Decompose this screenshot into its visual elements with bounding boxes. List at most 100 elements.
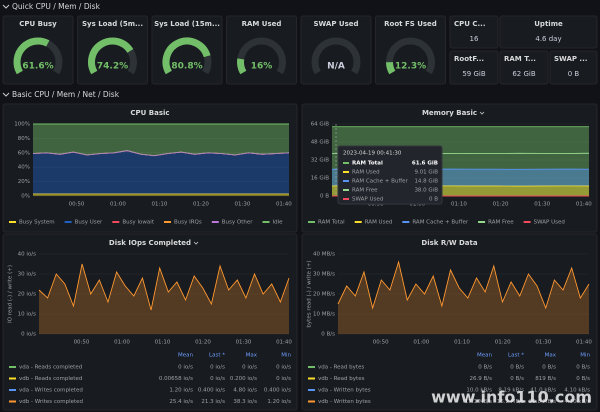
stat-title: CPU C... (454, 20, 486, 28)
gauge-value: 74.2% (97, 62, 128, 72)
tooltip-value: 9.01 GiB (414, 170, 438, 176)
title-chevron (193, 241, 199, 245)
legend-stat: 4.80 io/s (233, 388, 257, 394)
stat-value: 0 B (568, 70, 580, 78)
y-tick-label: 10 io/s (18, 312, 36, 318)
legend-column-header: Min (580, 353, 590, 359)
legend-label: Busy User (75, 220, 103, 226)
series-area (33, 150, 289, 194)
x-tick-label: 00:50 (69, 202, 85, 208)
gauge-title: Sys Load (5m... (82, 20, 143, 28)
x-tick-label: 01:00 (110, 202, 126, 208)
tooltip (337, 145, 443, 205)
tooltip-label: SWAP Used (352, 197, 383, 203)
tooltip-value: 0 B (429, 197, 438, 203)
legend-stat: 4.10 kB/s (564, 388, 590, 394)
y-tick-label: 0 io/s (21, 332, 36, 338)
x-tick-label: 01:00 (114, 340, 130, 346)
x-tick-label: 01:10 (152, 202, 168, 208)
x-tick-label: 01:30 (236, 340, 252, 346)
y-tick-label: 40 MB/s (313, 252, 335, 258)
y-axis-label: bytes read (-) / write (+) (307, 260, 313, 327)
y-tick-label: 16 GiB (311, 176, 330, 182)
legend-swatch (402, 221, 410, 223)
legend-swatch (9, 400, 16, 403)
row-chevron[interactable] (2, 4, 10, 9)
legend-label: Idle (273, 220, 284, 226)
gauge-arc (237, 58, 247, 75)
y-tick-label: 20% (18, 179, 30, 185)
y-tick-label: 0 B (320, 194, 329, 200)
x-tick-label: 01:10 (454, 340, 470, 346)
legend-stat: 0 io/s (276, 376, 291, 382)
legend-label: vdb - Read bytes (318, 376, 365, 382)
gauge-track (311, 37, 361, 75)
tooltip-label: RAM Cache + Buffer (352, 179, 408, 185)
gauge-value: N/A (327, 62, 345, 72)
legend-label: RAM Used (365, 220, 393, 226)
gauge-title: RAM Used (242, 20, 282, 28)
y-tick-label: 0 B/s (321, 332, 335, 338)
legend-column-header: Mean (178, 353, 193, 359)
row-header[interactable]: Quick CPU / Mem / Disk (12, 2, 101, 11)
legend-stat: 0.200 io/s (230, 376, 257, 382)
legend-stat: 0 B/s (478, 365, 492, 371)
panel-title: Disk R/W Data (421, 239, 477, 247)
stat-value: 16 (470, 35, 479, 43)
y-tick-label: 40% (18, 165, 30, 171)
legend-stat: 819 B/s (535, 376, 556, 382)
gauge-arc (162, 37, 211, 75)
tooltip-time: 2023-04-19 00:41:30 (343, 151, 402, 157)
legend-swatch (308, 389, 315, 391)
x-tick-label: 01:10 (155, 340, 171, 346)
tooltip-value: 14.8 GiB (414, 179, 438, 185)
legend-swatch (9, 389, 16, 391)
x-tick-label: 01:20 (495, 340, 511, 346)
panel (449, 50, 499, 85)
gauge-value: 12.3% (395, 62, 426, 72)
stat-value: 59 GiB (462, 70, 486, 78)
gauge-value: 80.8% (171, 62, 202, 72)
legend-stat: 8.19 kB/s (498, 388, 524, 394)
legend-stat: 0.400 io/s (264, 388, 291, 394)
legend-swatch (354, 221, 362, 223)
tooltip-swatch (343, 171, 349, 173)
legend-stat: 0 B/s (510, 376, 524, 382)
x-tick-label: 01:30 (234, 202, 250, 208)
y-tick-label: 100% (14, 122, 30, 128)
legend-column-header: Last * (209, 353, 225, 359)
row-header[interactable]: Basic CPU / Mem / Net / Disk (12, 90, 120, 99)
stat-value: 4.6 day (535, 35, 561, 43)
tooltip-swatch (343, 180, 349, 182)
panel-title: Disk IOps Completed (109, 239, 191, 247)
legend-stat: 0 B/s (542, 365, 556, 371)
legend-label: RAM Free (488, 220, 514, 226)
panel (2, 233, 298, 411)
legend-stat: 17.1 MB/s (465, 399, 492, 405)
tooltip-swatch (343, 189, 349, 191)
tooltip-label: RAM Total (352, 161, 383, 167)
x-tick-label: 01:40 (576, 202, 592, 208)
series-area (33, 193, 289, 196)
legend-label: Busy IRQs (174, 220, 202, 226)
legend-label: vdb - Writes completed (19, 399, 83, 405)
legend-swatch (9, 221, 16, 223)
row-chevron[interactable] (2, 92, 10, 97)
legend-stat: 1.20 io/s (267, 399, 291, 405)
legend-stat: 0 B/s (510, 365, 524, 371)
legend-swatch (308, 377, 315, 380)
x-tick-label: 01:10 (451, 202, 467, 208)
legend-label: vda - Read bytes (318, 365, 364, 371)
legend-column-header: Last * (508, 353, 524, 359)
legend-stat: 0 io/s (178, 365, 193, 371)
legend-label: Busy System (19, 220, 55, 226)
x-tick-label: 01:20 (493, 202, 509, 208)
panel-title: CPU Basic (130, 109, 169, 117)
gauge-value: 16% (251, 62, 273, 72)
y-tick-label: 40 io/s (18, 252, 36, 258)
legend-stat: 0 B/s (576, 376, 590, 382)
legend-column-header: Max (545, 353, 557, 359)
legend-swatch (211, 221, 219, 223)
legend-swatch (112, 221, 120, 223)
gauge-title: Root FS Used (384, 20, 437, 28)
